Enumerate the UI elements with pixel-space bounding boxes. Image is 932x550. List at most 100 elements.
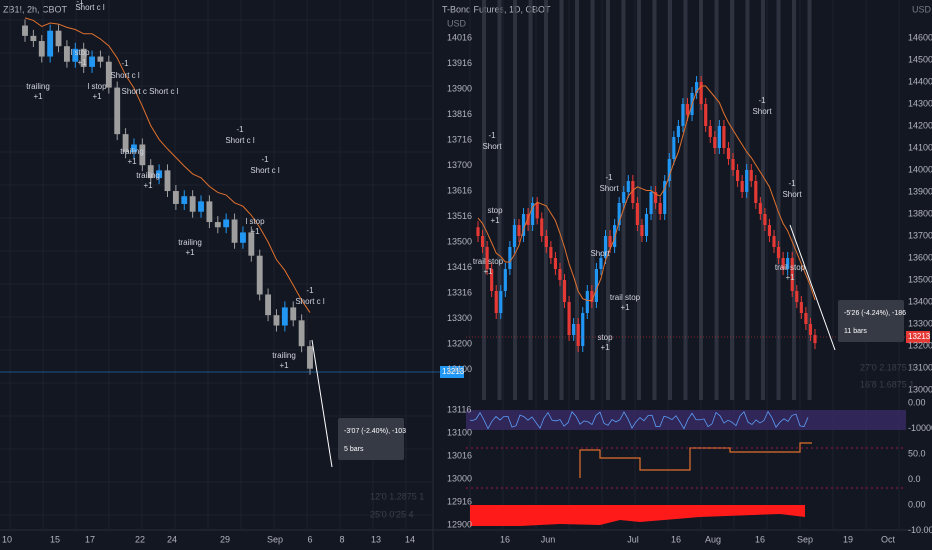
price-scale-label: 13200	[908, 340, 932, 350]
candle	[131, 144, 137, 153]
session-stripe	[637, 0, 641, 400]
candle	[804, 313, 808, 324]
candle	[599, 258, 603, 269]
candle	[681, 104, 685, 126]
candle	[273, 315, 280, 326]
currency: USD	[447, 18, 467, 28]
annotation: trail stop	[473, 257, 504, 266]
annotation: +1	[250, 227, 260, 236]
candle	[122, 134, 129, 153]
candle	[708, 126, 712, 137]
annotation: trailing	[178, 238, 202, 247]
time-label: 17	[85, 534, 95, 544]
indicator-level: 0.00	[908, 397, 926, 407]
candle	[531, 203, 535, 225]
candle	[795, 291, 799, 302]
price-scale-label: 14600	[908, 32, 932, 42]
session-stripe	[606, 0, 610, 400]
candle	[790, 258, 794, 291]
candle	[63, 46, 70, 62]
time-label: Sep	[267, 534, 283, 544]
stats: 12'0 1.2875 1	[370, 491, 424, 501]
annotation: Short c l	[295, 297, 325, 306]
candle	[476, 227, 480, 236]
candle	[549, 247, 553, 258]
time-label: Oct	[881, 534, 896, 544]
annotation: Short c l	[75, 3, 105, 12]
annotation: -1	[788, 179, 796, 188]
annotation: Short c l	[225, 136, 255, 145]
indicator-level: 12900	[447, 519, 472, 529]
moving-average	[24, 17, 311, 313]
time-label: 24	[167, 534, 177, 544]
histogram-area	[470, 505, 805, 526]
candle	[585, 291, 589, 313]
right-title: T-Bond Futures, 1D, CBOT	[442, 4, 551, 14]
candle	[544, 236, 548, 247]
time-label: 16	[500, 534, 510, 544]
session-stripe	[575, 0, 579, 400]
candle	[622, 192, 626, 203]
candle	[640, 225, 644, 236]
candle	[581, 313, 585, 346]
price-scale-label: 13700	[908, 230, 932, 240]
session-stripe	[528, 0, 533, 400]
price-scale-label: 14016	[447, 32, 472, 42]
price-scale-label: 13100	[447, 364, 472, 374]
candle	[713, 137, 717, 148]
candle	[772, 236, 776, 247]
price-scale-label: 14200	[908, 120, 932, 130]
session-stripe	[668, 0, 672, 400]
price-scale-label: 13316	[447, 287, 472, 297]
candle	[667, 159, 671, 181]
candle	[97, 56, 104, 62]
price-scale-label: 13000	[908, 384, 932, 394]
candle	[512, 225, 517, 247]
price-scale-label: 13300	[447, 313, 472, 323]
candle	[626, 181, 630, 192]
annotation: trail stop	[610, 293, 641, 302]
candle	[499, 291, 503, 313]
stats: 16'8 1.6875 1	[860, 379, 914, 389]
measure-arrow	[311, 339, 333, 468]
indicator-level: 12916	[447, 496, 472, 506]
annotation: trailing	[120, 147, 144, 156]
indicator-level: 13000	[447, 473, 472, 483]
candle	[776, 247, 781, 258]
candle	[72, 48, 79, 62]
price-tag-text: 13213	[442, 367, 465, 376]
candle	[754, 181, 758, 203]
price-scale-label: 13716	[447, 134, 472, 144]
candle	[508, 247, 512, 269]
candle	[576, 324, 580, 346]
candle	[781, 258, 785, 269]
candle	[749, 170, 753, 181]
candle	[47, 30, 54, 57]
time-label: 16	[671, 534, 681, 544]
annotation: -1	[261, 155, 269, 164]
candle	[658, 203, 662, 214]
candle	[147, 165, 154, 179]
candle	[256, 255, 263, 295]
annotation: Short	[599, 184, 619, 193]
oscillator	[469, 410, 809, 430]
candle	[699, 82, 703, 104]
candle	[223, 219, 230, 228]
candle	[298, 320, 305, 347]
candle	[685, 104, 690, 115]
candle	[265, 294, 272, 316]
annotation: +1	[620, 303, 630, 312]
candle	[590, 291, 594, 302]
session-stripe	[482, 0, 486, 400]
candle	[603, 236, 608, 258]
candle	[808, 324, 813, 335]
session-stripe	[730, 0, 734, 400]
annotation: +1	[483, 267, 493, 276]
candle	[248, 232, 255, 256]
price-scale-label: 13100	[908, 362, 932, 372]
candle	[231, 219, 238, 243]
candle	[644, 214, 649, 236]
annotation: Short c l	[110, 71, 140, 80]
price-scale-label: 13916	[447, 58, 472, 68]
annotation: -1	[758, 96, 766, 105]
